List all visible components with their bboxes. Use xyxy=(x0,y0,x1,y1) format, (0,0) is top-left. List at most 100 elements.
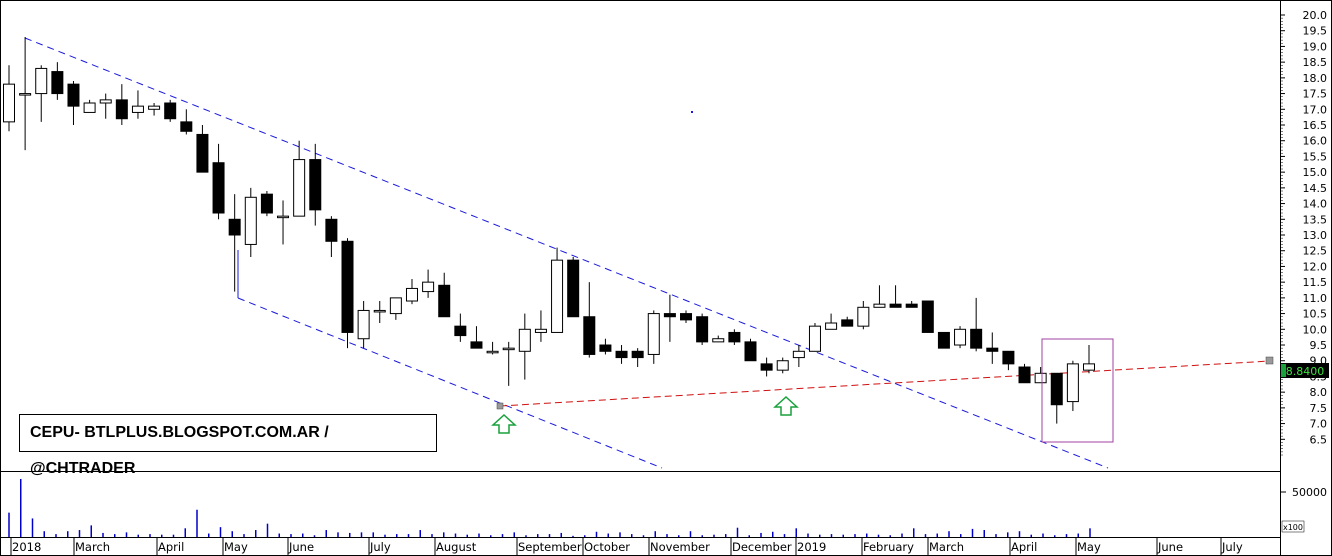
candle xyxy=(19,37,32,151)
candle-body-up xyxy=(422,281,435,293)
x-tick-label: August xyxy=(436,540,477,554)
candle xyxy=(534,310,547,342)
candle xyxy=(696,313,709,346)
candle xyxy=(615,345,628,364)
candle xyxy=(970,297,983,352)
candle xyxy=(164,99,177,122)
candle xyxy=(99,93,112,119)
candle-body-down xyxy=(212,162,225,214)
candle-body-down xyxy=(309,159,322,211)
candle-body-down xyxy=(631,350,644,359)
candle-body-up xyxy=(518,328,531,352)
candle xyxy=(808,323,821,352)
chart-title-box: CEPU- BTLPLUS.BLOGSPOT.COM.AR / @CHTRADE… xyxy=(19,414,437,477)
y-tick-label: 11.0 xyxy=(1303,292,1328,305)
candle xyxy=(244,187,257,258)
candle-body-down xyxy=(921,300,934,333)
candle xyxy=(405,279,418,305)
y-tick-label: 11.5 xyxy=(1303,276,1328,289)
y-tick-label: 16.5 xyxy=(1303,119,1328,132)
candle-body-down xyxy=(115,99,128,120)
candle-body-up xyxy=(357,309,370,340)
x-tick-label: October xyxy=(584,540,630,554)
candle xyxy=(728,329,741,346)
y-tick-label: 18.0 xyxy=(1303,72,1328,85)
candle xyxy=(680,310,693,324)
highlight-box xyxy=(1041,338,1114,443)
candle-body-down xyxy=(260,193,273,214)
chart-title: CEPU- BTLPLUS.BLOGSPOT.COM.AR / @CHTRADE… xyxy=(30,424,329,477)
up-arrow-icon xyxy=(773,395,799,416)
candle-body-down xyxy=(696,316,709,343)
candle xyxy=(921,300,934,333)
volume-unit-box xyxy=(1281,520,1305,533)
candle xyxy=(1002,350,1015,371)
candle-body-down xyxy=(438,284,451,318)
y-tick-label: 10.5 xyxy=(1303,308,1328,321)
candle xyxy=(67,81,80,126)
candle xyxy=(486,341,499,355)
candle-body-down xyxy=(615,350,628,359)
candle-body-up xyxy=(373,309,386,313)
candle-body-up xyxy=(19,93,32,96)
candle xyxy=(631,348,644,368)
candle-body-up xyxy=(534,328,547,333)
candle xyxy=(647,310,660,364)
candle-body-down xyxy=(164,102,177,120)
candle xyxy=(760,357,773,377)
candle-body-up xyxy=(99,99,112,104)
candle xyxy=(518,313,531,380)
candle xyxy=(277,200,290,245)
x-tick-label: 2019 xyxy=(797,540,826,554)
x-tick-label: September xyxy=(518,540,582,554)
candle-body-down xyxy=(51,71,64,95)
candle xyxy=(1083,345,1095,374)
channel-upper-trendline xyxy=(24,37,1109,469)
candle xyxy=(260,191,273,217)
candle-body-up xyxy=(1066,363,1079,403)
candle-body-up xyxy=(389,297,402,315)
y-tick-label: 18.5 xyxy=(1303,56,1328,69)
candle xyxy=(228,194,241,292)
candle xyxy=(792,345,805,368)
candle-body-down xyxy=(680,313,693,321)
candle xyxy=(35,65,48,122)
candle xyxy=(373,301,386,324)
candle-body-up xyxy=(131,105,144,113)
candle xyxy=(1066,360,1079,412)
candle-body-down xyxy=(180,121,193,132)
y-tick-label: 8.0 xyxy=(1310,386,1328,399)
candle-body-up xyxy=(825,322,838,330)
candle-body-down xyxy=(1050,372,1063,406)
candle-body-up xyxy=(808,325,821,352)
y-tick-label: 12.0 xyxy=(1303,260,1328,273)
y-tick-label: 12.5 xyxy=(1303,245,1328,258)
candle xyxy=(567,257,580,318)
candle-body-up xyxy=(792,350,805,359)
candle-body-up xyxy=(647,313,660,355)
candle-body-up xyxy=(776,360,789,371)
candle-body-up xyxy=(857,306,870,327)
candle-body-down xyxy=(970,328,983,349)
x-tick-label: March xyxy=(75,540,110,554)
y-tick-label: 6.5 xyxy=(1310,433,1328,446)
y-tick-label: 17.0 xyxy=(1303,103,1328,116)
y-tick-label: 13.0 xyxy=(1303,229,1328,242)
x-tick-label: July xyxy=(1221,540,1243,554)
y-tick-label: 13.5 xyxy=(1303,213,1328,226)
candle xyxy=(454,313,467,342)
y-tick-label: 14.0 xyxy=(1303,198,1328,211)
y-tick-label: 9.5 xyxy=(1310,339,1328,352)
candle xyxy=(196,125,209,173)
candle-body-up xyxy=(1034,372,1047,384)
candle-body-up xyxy=(83,102,96,113)
candle-body-up xyxy=(551,259,564,333)
x-tick-label: June xyxy=(1157,540,1183,554)
y-tick-label: 15.0 xyxy=(1303,166,1328,179)
x-tick-label: June xyxy=(288,540,314,554)
x-tick-label: February xyxy=(863,540,914,554)
candle xyxy=(309,143,322,226)
volume-unit-label: x100 xyxy=(1283,523,1303,532)
